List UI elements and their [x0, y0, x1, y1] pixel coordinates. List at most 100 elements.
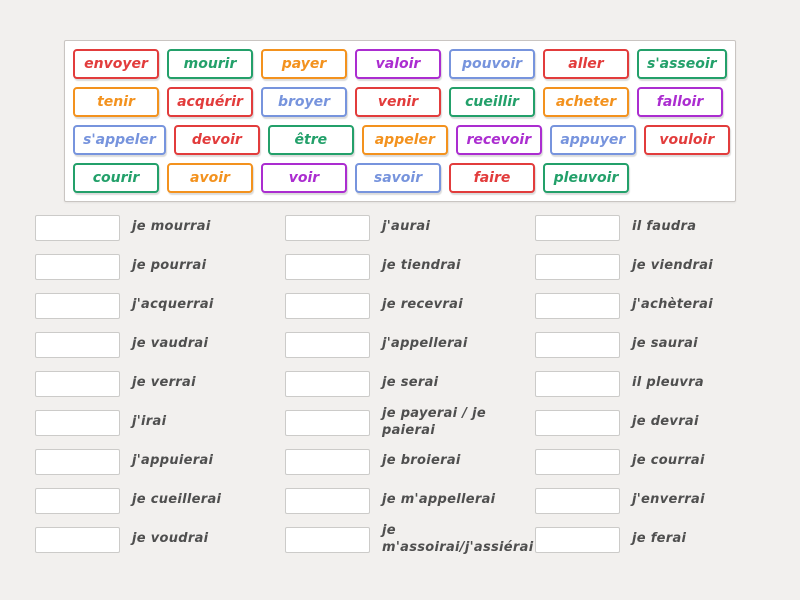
- answers: je mourrai je pourrai j'acquerrai je vaudra…: [35, 208, 785, 559]
- answer-slot[interactable]: [285, 448, 370, 475]
- answer-slot[interactable]: [535, 526, 620, 553]
- tile-acquérir[interactable]: acquérir: [167, 87, 253, 117]
- answer-label: j'appellerai: [382, 336, 468, 352]
- answer-slot[interactable]: [535, 448, 620, 475]
- tile-pleuvoir[interactable]: pleuvoir: [543, 163, 629, 193]
- tile-faire[interactable]: faire: [449, 163, 535, 193]
- tile-falloir[interactable]: falloir: [637, 87, 723, 117]
- match-row: j'aurai: [285, 208, 535, 247]
- answer-label: je verrai: [132, 375, 196, 391]
- answer-slot[interactable]: [285, 409, 370, 436]
- answer-slot[interactable]: [535, 409, 620, 436]
- answer-slot[interactable]: [285, 487, 370, 514]
- match-row: je ferai: [535, 520, 785, 559]
- tile-cueillir[interactable]: cueillir: [449, 87, 535, 117]
- match-row: je devrai: [535, 403, 785, 442]
- tile-être[interactable]: être: [267, 125, 354, 155]
- tile-s-appeler[interactable]: s'appeler: [73, 125, 166, 155]
- match-row: je verrai: [35, 364, 285, 403]
- match-row: je cueillerai: [35, 481, 285, 520]
- answer-label: je cueillerai: [132, 492, 222, 508]
- answer-slot[interactable]: [535, 487, 620, 514]
- answer-slot[interactable]: [285, 253, 370, 280]
- match-row: je mourrai: [35, 208, 285, 247]
- tile-acheter[interactable]: acheter: [543, 87, 629, 117]
- answer-slot[interactable]: [35, 526, 120, 553]
- tile-voir[interactable]: voir: [261, 163, 347, 193]
- answer-label: je vaudrai: [132, 336, 209, 352]
- tile-vouloir[interactable]: vouloir: [643, 125, 730, 155]
- answer-label: je voudrai: [132, 531, 209, 547]
- answer-column: j'aurai je tiendrai je recevrai j'appellera…: [285, 208, 535, 559]
- answer-label: il faudra: [632, 219, 697, 235]
- tile-mourir[interactable]: mourir: [167, 49, 253, 79]
- match-row: je broierai: [285, 442, 535, 481]
- answer-slot[interactable]: [35, 214, 120, 241]
- answer-label: je pourrai: [132, 258, 207, 274]
- answer-slot[interactable]: [35, 292, 120, 319]
- match-row: je recevrai: [285, 286, 535, 325]
- answer-slot[interactable]: [535, 214, 620, 241]
- answer-slot[interactable]: [285, 526, 370, 553]
- answer-label: il pleuvra: [632, 375, 704, 391]
- answer-slot[interactable]: [35, 448, 120, 475]
- answer-slot[interactable]: [285, 331, 370, 358]
- match-row: je m'appellerai: [285, 481, 535, 520]
- match-row: j'irai: [35, 403, 285, 442]
- answer-slot[interactable]: [285, 214, 370, 241]
- tile-valoir[interactable]: valoir: [355, 49, 441, 79]
- answer-label: je m'assoirai/j'assiérai: [382, 522, 534, 555]
- tile-savoir[interactable]: savoir: [355, 163, 441, 193]
- tile-broyer[interactable]: broyer: [261, 87, 347, 117]
- match-row: je tiendrai: [285, 247, 535, 286]
- tile-venir[interactable]: venir: [355, 87, 441, 117]
- match-row: j'appuierai: [35, 442, 285, 481]
- tile-tenir[interactable]: tenir: [73, 87, 159, 117]
- answer-slot[interactable]: [35, 409, 120, 436]
- tile-row: s'appeler devoir être appeler recevoir appuye…: [73, 125, 730, 155]
- tile-s-asseoir[interactable]: s'asseoir: [637, 49, 727, 79]
- tile-pouvoir[interactable]: pouvoir: [449, 49, 535, 79]
- tile-avoir[interactable]: avoir: [167, 163, 253, 193]
- answer-column: je mourrai je pourrai j'acquerrai je vaudra…: [35, 208, 285, 559]
- tile-appeler[interactable]: appeler: [361, 125, 448, 155]
- answer-label: je recevrai: [382, 297, 463, 313]
- match-row: j'enverrai: [535, 481, 785, 520]
- tile-payer[interactable]: payer: [261, 49, 347, 79]
- answer-slot[interactable]: [35, 253, 120, 280]
- tile-devoir[interactable]: devoir: [173, 125, 260, 155]
- answer-label: je broierai: [382, 453, 461, 469]
- answer-slot[interactable]: [535, 253, 620, 280]
- match-row: je m'assoirai/j'assiérai: [285, 520, 535, 559]
- tile-recevoir[interactable]: recevoir: [455, 125, 542, 155]
- answer-label: j'appuierai: [132, 453, 214, 469]
- match-row: je vaudrai: [35, 325, 285, 364]
- match-row: je courrai: [535, 442, 785, 481]
- answer-label: je courrai: [632, 453, 705, 469]
- tile-courir[interactable]: courir: [73, 163, 159, 193]
- match-row: il pleuvra: [535, 364, 785, 403]
- answer-slot[interactable]: [535, 370, 620, 397]
- answer-slot[interactable]: [35, 370, 120, 397]
- answer-label: je payerai / je paierai: [382, 405, 486, 438]
- answer-slot[interactable]: [35, 331, 120, 358]
- match-row: il faudra: [535, 208, 785, 247]
- answer-slot[interactable]: [285, 292, 370, 319]
- answer-slot[interactable]: [535, 292, 620, 319]
- answer-slot[interactable]: [35, 487, 120, 514]
- answer-label: j'aurai: [382, 219, 431, 235]
- match-row: je saurai: [535, 325, 785, 364]
- match-row: j'achèterai: [535, 286, 785, 325]
- answer-slot[interactable]: [285, 370, 370, 397]
- tile-aller[interactable]: aller: [543, 49, 629, 79]
- answer-label: je saurai: [632, 336, 698, 352]
- answer-column: il faudra je viendrai j'achèterai je saurai…: [535, 208, 785, 559]
- answer-label: je serai: [382, 375, 439, 391]
- answer-label: je m'appellerai: [382, 492, 496, 508]
- tile-appuyer[interactable]: appuyer: [549, 125, 636, 155]
- tile-row: tenir acquérir broyer venir cueillir acheter f…: [73, 87, 727, 117]
- answer-slot[interactable]: [535, 331, 620, 358]
- match-row: je pourrai: [35, 247, 285, 286]
- answer-label: j'enverrai: [632, 492, 705, 508]
- tile-envoyer[interactable]: envoyer: [73, 49, 159, 79]
